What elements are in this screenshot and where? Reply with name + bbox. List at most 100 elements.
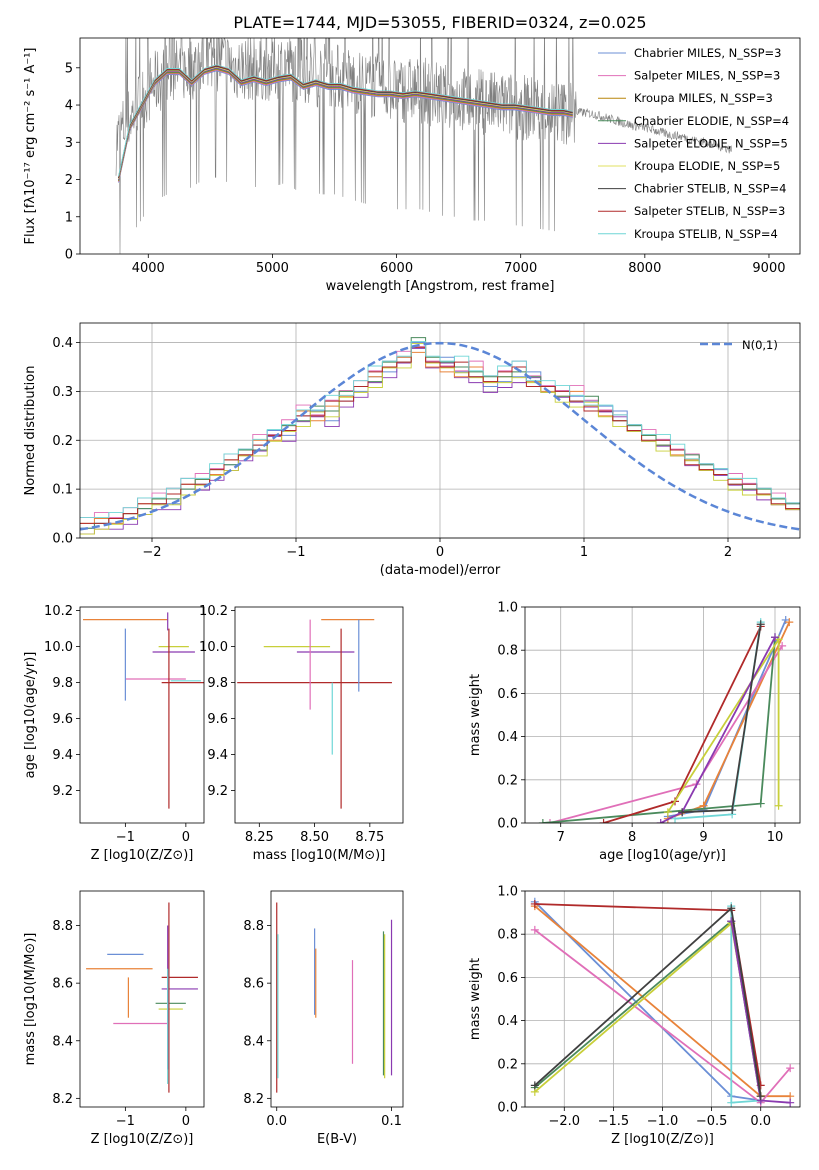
x-tick-label: −1 [116,830,135,845]
x-axis-label: (data-model)/error [380,563,501,578]
y-tick-label: 8.4 [243,1034,264,1049]
y-tick-label: 9.2 [207,784,228,799]
mass-vs-EBV-panel: 0.0 0.1 8.2 8.4 8.6 8.8 E(B-V) [243,890,404,1147]
model-spectrum-4 [118,67,573,180]
axes-frame [79,322,801,539]
y-tick-label: 2 [65,173,73,188]
weight-line [534,921,762,1097]
x-tick-label: 5000 [256,261,289,276]
x-tick-label: 0 [182,1114,190,1129]
y-tick-label: 0.6 [497,687,518,702]
legend-label: Chabrier ELODIE, N_SSP=4 [634,114,789,128]
plot-area [538,615,794,823]
plot-area [83,612,204,809]
gaussian-curve [80,341,800,531]
x-tick-label: 0.0 [266,1114,287,1129]
model-spectrum-0 [118,70,573,183]
plus-marker [786,1098,795,1107]
y-tick-label: 8.2 [243,1092,264,1107]
y-axis-label: mass weight [468,958,483,1040]
plus-marker [678,808,687,817]
x-tick-label: 7 [557,830,565,845]
y-axis-label: Normed distribution [23,366,38,496]
y-tick-label: 5 [65,61,73,76]
x-tick-label: 10 [767,830,784,845]
x-tick-label: 8 [628,830,636,845]
plus-marker [756,1092,765,1101]
plus-marker [728,806,737,815]
plus-marker [546,819,554,823]
y-tick-label: 8.6 [52,977,73,992]
x-tick-label: 0 [182,830,190,845]
residuals-legend: N(0,1) [700,338,778,352]
y-tick-label: 0.0 [497,817,518,832]
x-axis-label: Z [log10(Z/Z⊙)] [91,848,194,863]
axes-frame [234,606,404,824]
y-tick-label: 0.8 [497,644,518,659]
x-tick-label: 2 [724,545,732,560]
x-axis-label: mass [log10(M/M⊙)] [253,848,386,863]
plot-area [237,618,392,809]
y-tick-label: 0.6 [497,971,518,986]
age-vs-mass-panel: 8.25 8.50 8.75 9.2 9.4 9.6 9.8 10.0 10.2 mass [lo… [199,604,404,863]
model-spectrum-3 [118,68,573,181]
weight-vs-age-panel: 7 8 9 10 0.0 0.2 0.4 0.6 0.8 1.0 age [log10(age/yr… [468,601,801,863]
y-tick-label: 0.4 [497,1014,518,1029]
spectrum-panel: 4000 5000 6000 7000 8000 9000 0 1 2 3 4 5 wavelength… [23,37,801,294]
plus-marker [530,1081,539,1090]
axes-frame [270,890,404,1108]
y-axis-label: mass [log10(M/M⊙)] [23,933,38,1066]
legend-label: Salpeter MILES, N_SSP=3 [634,69,780,83]
weight-vs-Z-panel: −2.0 −1.5 −1.0 −0.5 0.0 0.0 0.2 0.4 0.6 0.8 1.0 Z [… [468,885,801,1147]
x-tick-label: 0.1 [381,1114,402,1129]
observed-spectrum [115,38,732,254]
spectrum-legend: Chabrier MILES, N_SSP=3 Salpeter MILES, N… [598,46,789,241]
plot-area [530,897,795,1107]
x-axis-label: wavelength [Angstrom, rest frame] [326,279,555,294]
spectrum-plot-area [115,38,732,254]
plus-marker [538,819,547,823]
x-tick-label: 0.0 [750,1114,771,1129]
model-spectrum-6 [118,65,573,179]
y-tick-label: 0.4 [497,730,518,745]
y-tick-label: 1.0 [497,601,518,616]
legend-label: Chabrier STELIB, N_SSP=4 [634,182,786,196]
y-tick-label: 10.0 [44,640,73,655]
residuals-panel: −2 −1 0 1 2 0.0 0.1 0.2 0.3 0.4 (data-model)/error… [23,322,801,578]
plus-marker [786,1064,795,1073]
x-axis-label: Z [log10(Z/Z⊙)] [91,1132,194,1147]
x-tick-label: 8.50 [300,830,329,845]
axes-frame [524,606,801,824]
legend-label: Kroupa ELODIE, N_SSP=5 [634,159,780,173]
age-vs-Z-panel: −1 0 9.2 9.4 9.6 9.8 10.0 10.2 Z [log10(Z/Z⊙)] ag… [23,604,205,863]
plus-marker [530,925,539,934]
plus-marker [727,1098,736,1107]
weight-line [542,637,776,823]
y-axis-label: mass weight [468,674,483,756]
x-tick-label: −0.5 [696,1114,728,1129]
plot-area [86,902,198,1093]
model-spectrum-1 [118,69,573,182]
y-tick-label: 9.4 [52,748,73,763]
weight-line [603,626,762,823]
plus-marker [727,904,736,913]
axes-frame [524,890,801,1108]
y-tick-label: 10.2 [44,604,73,619]
y-tick-label: 8.2 [52,1092,73,1107]
x-tick-label: 0 [436,545,444,560]
plus-marker [599,819,608,823]
x-tick-label: −1 [116,1114,135,1129]
y-tick-label: 8.4 [52,1034,73,1049]
model-spectrum-5 [118,66,573,179]
axes-frame [79,37,801,255]
model-spectrum-7 [118,65,573,178]
x-tick-label: 8.75 [355,830,384,845]
x-tick-label: 8.25 [245,830,274,845]
y-tick-label: 10.0 [199,640,228,655]
y-tick-label: 9.8 [207,676,228,691]
plus-marker [756,799,765,808]
y-tick-label: 0.4 [52,336,73,351]
y-tick-label: 0.2 [497,1057,518,1072]
weight-line [549,645,783,823]
